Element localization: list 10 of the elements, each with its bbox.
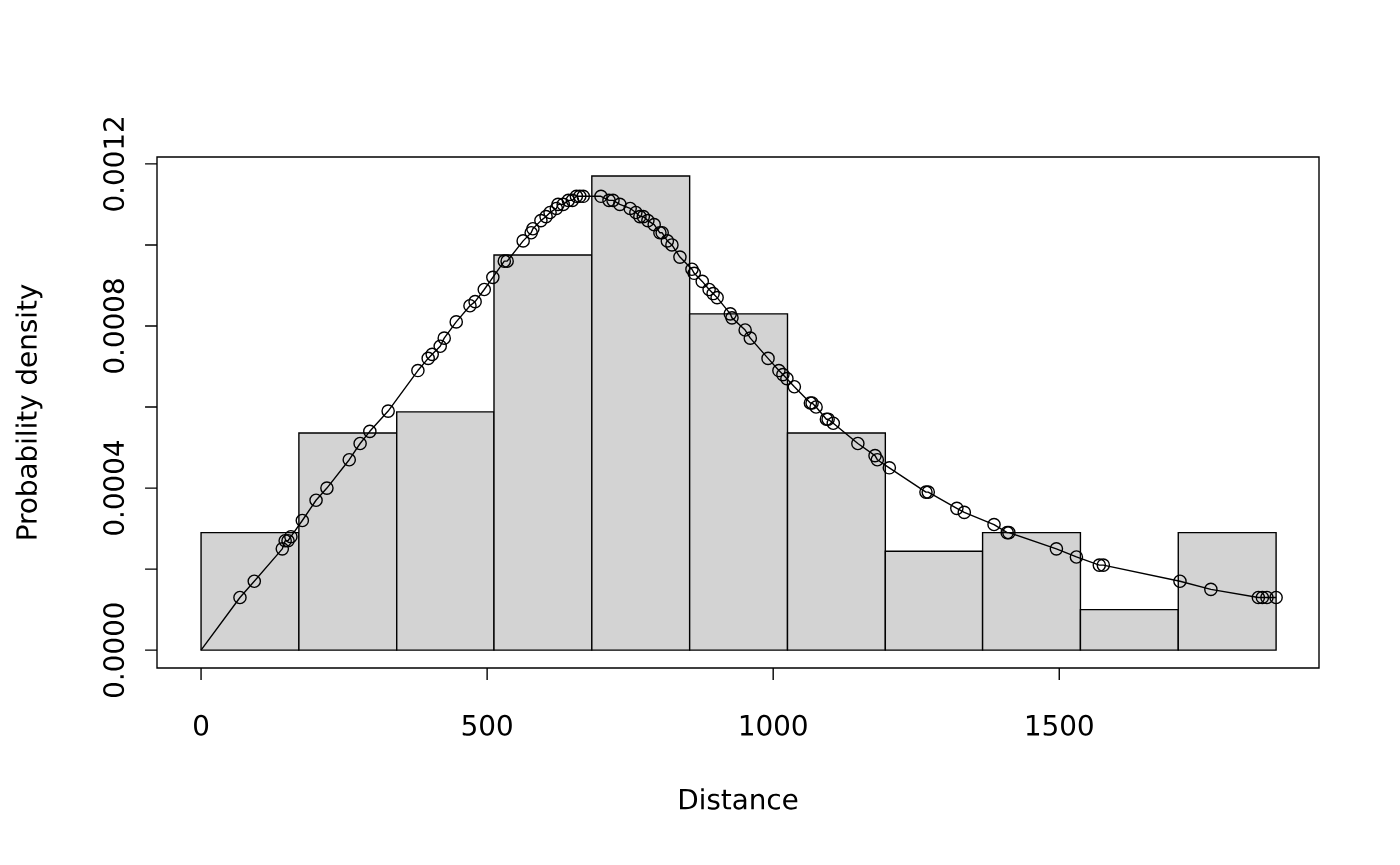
x-axis-title: Distance [680,788,798,810]
y-axis-title: Probability density [15,284,43,539]
x-tick-label: 1000 [740,714,807,736]
x-tick-label: 0 [194,714,209,736]
x-tick-label: 500 [462,714,512,736]
y-tick-label: 0.0012 [103,118,125,211]
y-tick-label: 0.0000 [103,603,125,697]
x-tick-label: 1500 [1026,714,1093,736]
y-tick-label: 0.0004 [103,441,125,535]
y-tick-label: 0.0008 [103,279,125,373]
